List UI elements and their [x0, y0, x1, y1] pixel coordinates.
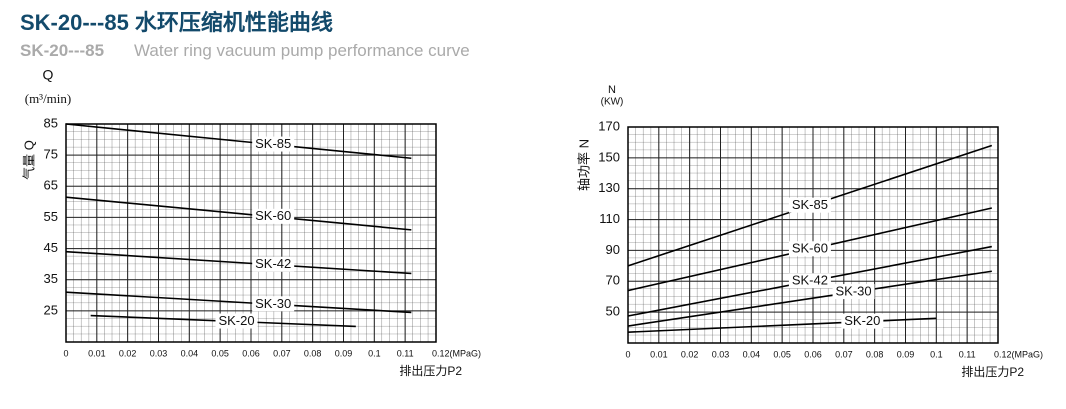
y-tick-label: 25 [44, 302, 58, 317]
y-tick-label: 85 [44, 115, 58, 130]
y-axis-top-label: Q [43, 67, 54, 83]
x-tick-label: 0.09 [897, 349, 915, 359]
x-tick-label: 0 [625, 349, 630, 359]
x-tick-label: 0.05 [211, 348, 229, 358]
series-label: SK-85 [792, 197, 828, 212]
subtitle-model: SK-20---85 [20, 41, 104, 60]
x-axis-label: 排出压力P2 [961, 365, 1024, 379]
x-tick-label: 0.06 [242, 348, 260, 358]
y-tick-label: 45 [44, 240, 58, 255]
y-axis-label: 轴功率 N [576, 139, 591, 191]
x-tick-label: 0.04 [181, 348, 199, 358]
x-tick-label: 0.03 [150, 348, 168, 358]
x-tick-label: 0.11 [959, 349, 976, 359]
x-tick-label: 0.12(MPaG) [994, 349, 1043, 359]
x-tick-label: 0.12(MPaG) [432, 348, 481, 358]
y-tick-label: 90 [606, 242, 620, 257]
x-tick-label: 0.01 [650, 349, 668, 359]
series-line [65, 250, 412, 275]
series-line [65, 123, 412, 160]
y-tick-label: 130 [598, 180, 620, 195]
y-tick-label: 150 [598, 149, 620, 164]
x-tick-label: 0.03 [712, 349, 730, 359]
x-tick-label: 0.07 [835, 349, 853, 359]
y-tick-label: 65 [44, 178, 58, 193]
subtitle: Water ring vacuum pump performance curve [134, 41, 470, 60]
x-tick-label: 0.04 [743, 349, 761, 359]
series-label: SK-30 [836, 284, 872, 299]
y-tick-label: 110 [599, 211, 620, 226]
series-line [65, 291, 412, 314]
series-label: SK-60 [255, 208, 291, 223]
series-line [65, 196, 412, 231]
x-tick-label: 0.1 [368, 348, 381, 358]
y-axis-unit: (KW) [601, 97, 624, 108]
page-title: SK-20---85 水环压缩机性能曲线 [20, 10, 333, 35]
x-axis-label: 排出压力P2 [399, 364, 462, 378]
series-label: SK-20 [844, 313, 880, 328]
x-tick-label: 0.1 [930, 349, 943, 359]
x-tick-label: 0.06 [804, 349, 822, 359]
plot-frame [627, 126, 999, 344]
x-tick-label: 0.01 [88, 348, 106, 358]
series-label: SK-42 [255, 256, 291, 271]
series-label: SK-42 [792, 273, 828, 288]
y-axis-unit: (m³/min) [25, 91, 72, 106]
y-tick-label: 55 [44, 209, 58, 224]
series-line [627, 270, 992, 327]
series-label: SK-60 [792, 241, 828, 256]
series-label: SK-20 [218, 313, 254, 328]
x-tick-label: 0.11 [397, 348, 414, 358]
x-tick-label: 0.08 [866, 349, 884, 359]
y-axis-label: 气量 Q [21, 140, 36, 180]
y-tick-label: 50 [606, 304, 620, 319]
x-tick-label: 0.07 [273, 348, 291, 358]
x-tick-label: 0.09 [335, 348, 353, 358]
series-label: SK-30 [255, 296, 291, 311]
plot-frame [65, 123, 437, 343]
y-axis-top-label: N [608, 84, 616, 96]
y-tick-label: 170 [598, 118, 620, 133]
x-tick-label: 0 [63, 348, 68, 358]
x-tick-label: 0.02 [681, 349, 699, 359]
x-tick-label: 0.05 [773, 349, 791, 359]
y-tick-label: 35 [44, 271, 58, 286]
series-label: SK-85 [255, 136, 291, 151]
x-tick-label: 0.02 [119, 348, 137, 358]
y-tick-label: 75 [44, 147, 58, 162]
series-line [627, 317, 937, 333]
x-tick-label: 0.08 [304, 348, 322, 358]
y-tick-label: 70 [606, 273, 620, 288]
